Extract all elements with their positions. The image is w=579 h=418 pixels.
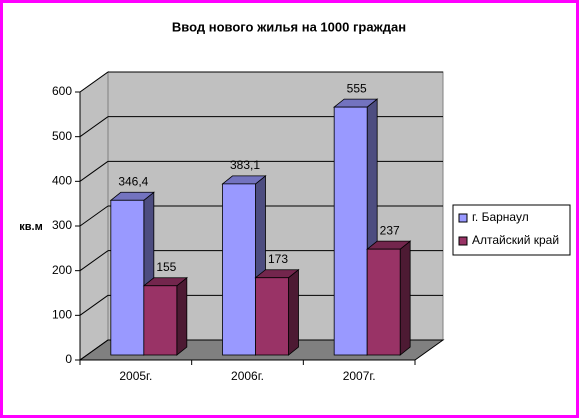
y-tick-label: 400 <box>52 174 72 188</box>
grid-line <box>79 250 109 272</box>
bar <box>110 199 145 356</box>
legend-label: г. Барнаул <box>472 210 529 224</box>
grid-line <box>79 160 109 182</box>
grid-line <box>79 116 109 138</box>
value-label: 237 <box>380 223 400 237</box>
legend <box>452 204 571 256</box>
grid-line <box>79 205 109 227</box>
y-tick-label: 100 <box>52 308 72 322</box>
bar <box>255 277 289 356</box>
legend-swatch <box>458 236 468 246</box>
legend-swatch <box>458 213 468 223</box>
y-axis-label: кв.м <box>19 221 42 233</box>
bar <box>366 248 401 356</box>
grid-line <box>79 71 109 93</box>
value-label: 555 <box>347 81 367 95</box>
value-label: 173 <box>268 252 288 266</box>
value-label: 346,4 <box>118 174 148 188</box>
bar-side <box>399 240 411 356</box>
chart-title: Ввод нового жилья на 1000 граждан <box>172 19 406 34</box>
bar-side <box>288 268 299 356</box>
y-tick-label: 600 <box>52 84 72 98</box>
y-tick-label: 200 <box>52 263 72 277</box>
y-tick-label: 300 <box>52 218 72 232</box>
x-tick-label: 2007г. <box>343 369 376 383</box>
bar <box>333 106 368 356</box>
bar <box>222 183 256 356</box>
y-tick-label: 0 <box>65 352 72 366</box>
y-tick-label: 500 <box>52 129 72 143</box>
value-label: 155 <box>156 260 176 274</box>
grid-line <box>79 294 109 316</box>
value-label: 383,1 <box>230 158 260 172</box>
grid-line <box>79 339 109 361</box>
x-tick-label: 2005г. <box>119 369 152 383</box>
x-tick-label: 2006г. <box>231 369 264 383</box>
bar <box>143 285 178 356</box>
legend-label: Алтайский край <box>472 233 559 247</box>
bar-side <box>176 276 188 356</box>
